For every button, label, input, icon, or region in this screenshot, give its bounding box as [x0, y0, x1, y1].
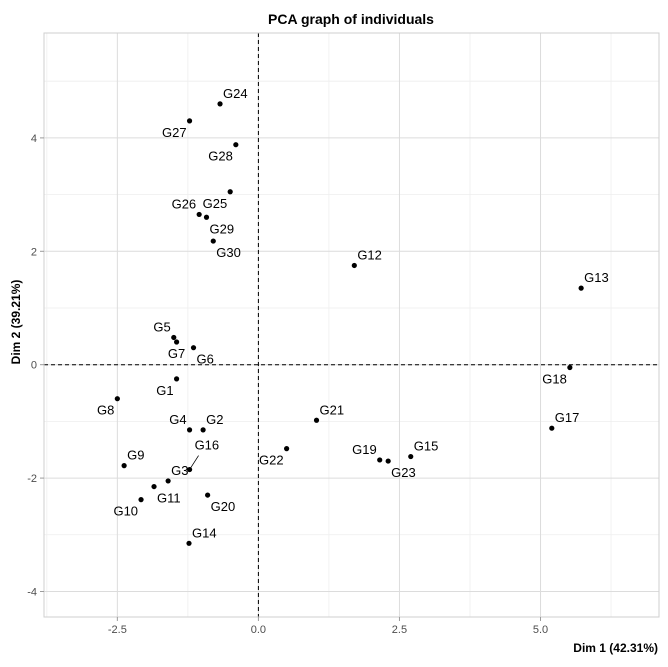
- x-tick-label: -2.5: [108, 624, 127, 636]
- point-label-g22: G22: [259, 453, 284, 468]
- point-label-g4: G4: [169, 412, 186, 427]
- data-points: [114, 101, 584, 546]
- point-label-g2: G2: [206, 412, 223, 427]
- point-label-g20: G20: [211, 499, 236, 514]
- point-labels: G1 G2 G3 G4 G5 G6 G7 G8 G9 G10 G11 G12 G13 G14 G15 G16 G…: [97, 86, 609, 540]
- y-tick-label: 4: [31, 133, 37, 145]
- point-label-g24: G24: [223, 86, 248, 101]
- point-label-g15: G15: [414, 439, 439, 454]
- data-point-g9: [121, 463, 127, 469]
- x-tick-label: 5.0: [533, 624, 548, 636]
- data-point-g11: [151, 483, 157, 490]
- point-label-g18: G18: [542, 372, 567, 387]
- plot-panel-border: [43, 32, 660, 618]
- major-gridlines: [44, 33, 659, 617]
- data-point-g28: [233, 142, 239, 148]
- data-point-g30: [210, 238, 216, 244]
- data-point-g23: [385, 458, 391, 464]
- point-label-g12: G12: [357, 247, 382, 262]
- data-point-g19: [377, 457, 383, 463]
- point-label-g16: G16: [195, 438, 220, 453]
- data-point-g6: [190, 345, 197, 351]
- data-point-g8: [114, 396, 120, 402]
- data-point-g21: [313, 417, 320, 423]
- data-point-g5: [171, 334, 177, 341]
- point-label-g28: G28: [208, 149, 233, 164]
- chart-title: PCA graph of individuals: [268, 11, 434, 27]
- data-point-g24: [217, 101, 223, 107]
- point-label-g6: G6: [197, 352, 214, 367]
- y-axis-ticks: -4 -2 0 2 4: [27, 133, 44, 598]
- point-label-g5: G5: [153, 319, 170, 334]
- data-point-g4: [186, 427, 193, 433]
- point-label-g17: G17: [555, 410, 580, 425]
- point-label-g3: G3: [171, 463, 188, 478]
- data-point-g14: [186, 540, 192, 546]
- point-label-g29: G29: [209, 221, 234, 236]
- data-point-g25: [227, 189, 233, 195]
- data-point-g12: [351, 262, 357, 269]
- point-label-g11: G11: [157, 491, 181, 506]
- point-label-g23: G23: [391, 465, 416, 480]
- y-tick-label: -4: [27, 586, 37, 598]
- minor-gridlines: [44, 33, 659, 617]
- x-tick-label: 0.0: [251, 624, 266, 636]
- data-point-g10: [138, 497, 144, 503]
- point-label-g27: G27: [162, 125, 187, 140]
- data-point-g15: [408, 453, 414, 460]
- point-label-g10: G10: [113, 504, 138, 519]
- point-label-g26: G26: [172, 196, 197, 211]
- data-point-g7: [173, 339, 180, 345]
- data-point-g22: [284, 446, 290, 452]
- x-axis-ticks: -2.5 0.0 2.5 5.0: [108, 617, 548, 636]
- point-label-g13: G13: [584, 270, 609, 285]
- data-point-g27: [186, 118, 193, 124]
- y-tick-label: 2: [31, 246, 37, 258]
- data-point-g2: [200, 427, 206, 433]
- point-label-g9: G9: [127, 448, 144, 463]
- point-label-g21: G21: [320, 402, 345, 417]
- data-point-g20: [205, 492, 211, 498]
- point-label-g7: G7: [168, 346, 185, 361]
- y-tick-label: -2: [27, 473, 37, 485]
- point-label-g25: G25: [203, 196, 228, 211]
- reference-lines: [44, 33, 659, 617]
- data-point-g18: [567, 364, 573, 371]
- data-point-g29: [203, 214, 210, 220]
- data-point-g1: [173, 376, 180, 382]
- label-leader-line: [189, 455, 199, 470]
- x-tick-label: 2.5: [392, 624, 407, 636]
- y-axis-title: Dim 2 (39.21%): [9, 280, 23, 365]
- point-label-g1: G1: [156, 383, 173, 398]
- x-axis-title: Dim 1 (42.31%): [573, 641, 658, 655]
- point-label-g8: G8: [97, 403, 114, 418]
- data-point-g13: [578, 285, 584, 291]
- point-label-g19: G19: [352, 442, 377, 457]
- point-label-g14: G14: [192, 525, 217, 540]
- point-label-g30: G30: [216, 245, 241, 260]
- y-tick-label: 0: [31, 360, 37, 372]
- data-point-g17: [549, 425, 555, 431]
- data-point-g26: [196, 211, 202, 218]
- data-point-g3: [165, 478, 171, 484]
